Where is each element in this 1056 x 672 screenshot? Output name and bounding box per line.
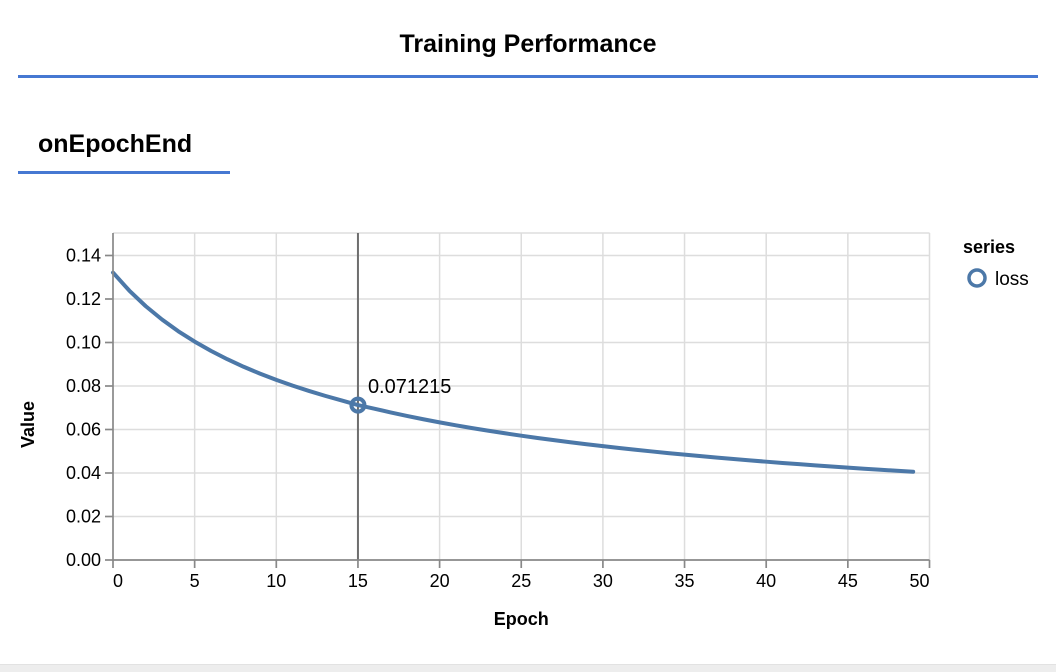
y-tick-label: 0.00 <box>66 550 101 570</box>
y-axis-title: Value <box>18 401 38 448</box>
datapoint-value-label: 0.071215 <box>368 376 451 398</box>
x-tick-label: 25 <box>511 571 531 591</box>
x-tick-label: 45 <box>838 571 858 591</box>
x-tick-label: 15 <box>348 571 368 591</box>
section-title-underline <box>18 171 230 174</box>
page-title: Training Performance <box>399 30 657 58</box>
training-performance-chart: 0.071215 0 5 10 15 20 25 30 35 40 45 50 0.00 0.02 0.04… <box>0 228 1056 638</box>
x-tick-label: 50 <box>909 571 929 591</box>
y-tick-label: 0.04 <box>66 463 101 483</box>
bottom-strip <box>0 664 1056 672</box>
legend-symbol-open-circle <box>967 268 987 288</box>
y-tick-label: 0.14 <box>66 246 101 266</box>
y-tick-label: 0.08 <box>66 376 101 396</box>
y-tick-label: 0.06 <box>66 420 101 440</box>
y-tick-label: 0.10 <box>66 333 101 353</box>
section-title: onEpochEnd <box>38 130 193 158</box>
x-tick-label: 20 <box>430 571 450 591</box>
x-tick-label: 5 <box>190 571 200 591</box>
x-axis-title: Epoch <box>494 609 549 629</box>
x-tick-label: 35 <box>675 571 695 591</box>
x-tick-label: 30 <box>593 571 613 591</box>
loss-curve <box>111 270 916 474</box>
chart-canvas[interactable]: 0.071215 0 5 10 15 20 25 30 35 40 45 50 0.00 0.02 0.04… <box>0 228 1056 638</box>
x-tick-label: 0 <box>113 571 123 591</box>
title-underline <box>18 75 1038 78</box>
legend-title: series <box>963 237 1015 257</box>
datapoint-marker <box>349 396 367 414</box>
y-tick-label: 0.02 <box>66 507 101 527</box>
x-tick-label: 10 <box>266 571 286 591</box>
legend-item-label: loss <box>995 269 1029 290</box>
x-tick-label: 40 <box>756 571 776 591</box>
y-tick-label: 0.12 <box>66 289 101 309</box>
